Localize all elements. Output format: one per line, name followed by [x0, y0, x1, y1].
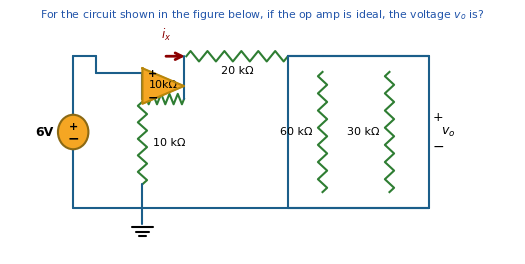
Circle shape [58, 115, 88, 149]
Text: −: − [67, 131, 79, 145]
Text: $v_o$: $v_o$ [440, 125, 455, 139]
Text: $i_x$: $i_x$ [161, 27, 171, 43]
Text: +: + [433, 111, 443, 124]
Text: 20 kΩ: 20 kΩ [221, 66, 254, 76]
Text: +: + [69, 122, 78, 132]
Polygon shape [142, 68, 184, 104]
Text: For the circuit shown in the figure below, if the op amp is ideal, the voltage $: For the circuit shown in the figure belo… [40, 8, 485, 22]
Text: −: − [148, 92, 159, 105]
Text: 10 kΩ: 10 kΩ [153, 138, 185, 148]
Text: 10kΩ: 10kΩ [149, 80, 178, 90]
Text: +: + [148, 69, 157, 79]
Text: −: − [433, 140, 444, 154]
Text: 6V: 6V [36, 125, 54, 139]
Text: 60 kΩ: 60 kΩ [280, 127, 312, 137]
Text: 30 kΩ: 30 kΩ [347, 127, 380, 137]
